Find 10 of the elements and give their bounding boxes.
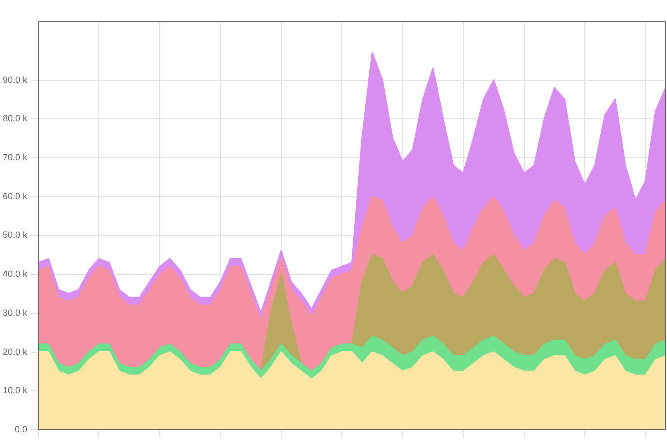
y-tick-label: 20.0 k: [2, 346, 28, 357]
y-tick-label: 10.0 k: [2, 386, 28, 396]
y-tick-label: 40.0 k: [2, 269, 28, 280]
y-tick-label: 70.0 k: [2, 152, 28, 162]
y-tick-label: 90.0 k: [2, 74, 28, 85]
y-tick-label: 50.0 k: [2, 230, 28, 240]
y-tick-label: 60.0 k: [2, 191, 28, 202]
y-tick-label: 0.0: [15, 424, 28, 434]
y-tick-label: 30.0 k: [2, 308, 28, 318]
y-tick-label: 80.0 k: [2, 114, 28, 124]
